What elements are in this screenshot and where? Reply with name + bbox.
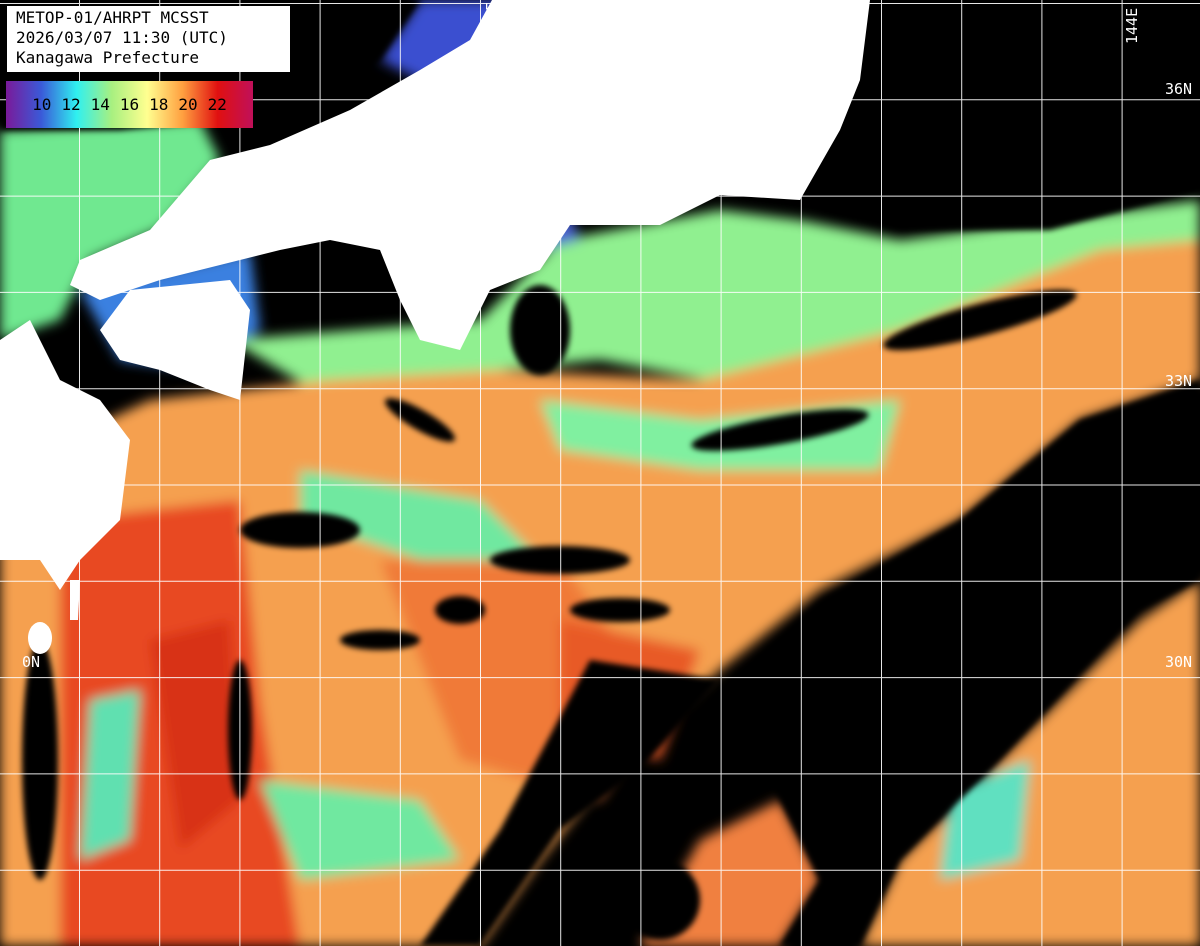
- scale-label: 12: [61, 95, 81, 114]
- scale-label: 16: [119, 95, 140, 114]
- title-box: METOP-01/AHRPT MCSST 2026/03/07 11:30 (U…: [7, 6, 290, 72]
- lat-label-36n: 36N: [1165, 80, 1193, 98]
- timestamp: 2026/03/07 11:30 (UTC): [16, 28, 228, 47]
- island: [28, 622, 52, 654]
- satellite-product: METOP-01/AHRPT MCSST: [16, 8, 209, 27]
- land: [0, 0, 870, 654]
- color-scale: 10 12 14 16 18 20 22: [6, 81, 253, 128]
- lon-label-144e: 144E: [1123, 7, 1141, 44]
- lat-label-30n: 30N: [1165, 653, 1193, 671]
- lat-label-33n: 33N: [1165, 372, 1193, 390]
- kyushu: [0, 320, 130, 590]
- shikoku: [100, 280, 250, 400]
- scale-label: 18: [149, 95, 169, 114]
- region: Kanagawa Prefecture: [16, 48, 200, 67]
- scale-label: 20: [178, 95, 198, 114]
- scale-label: 14: [90, 95, 110, 114]
- lon-label-136e: 136E: [483, 1, 501, 38]
- island: [70, 580, 80, 620]
- scale-label: 10: [32, 95, 52, 114]
- honshu: [70, 0, 870, 350]
- lat-label-30n-left: 0N: [22, 653, 41, 671]
- scale-label: 22: [207, 95, 227, 114]
